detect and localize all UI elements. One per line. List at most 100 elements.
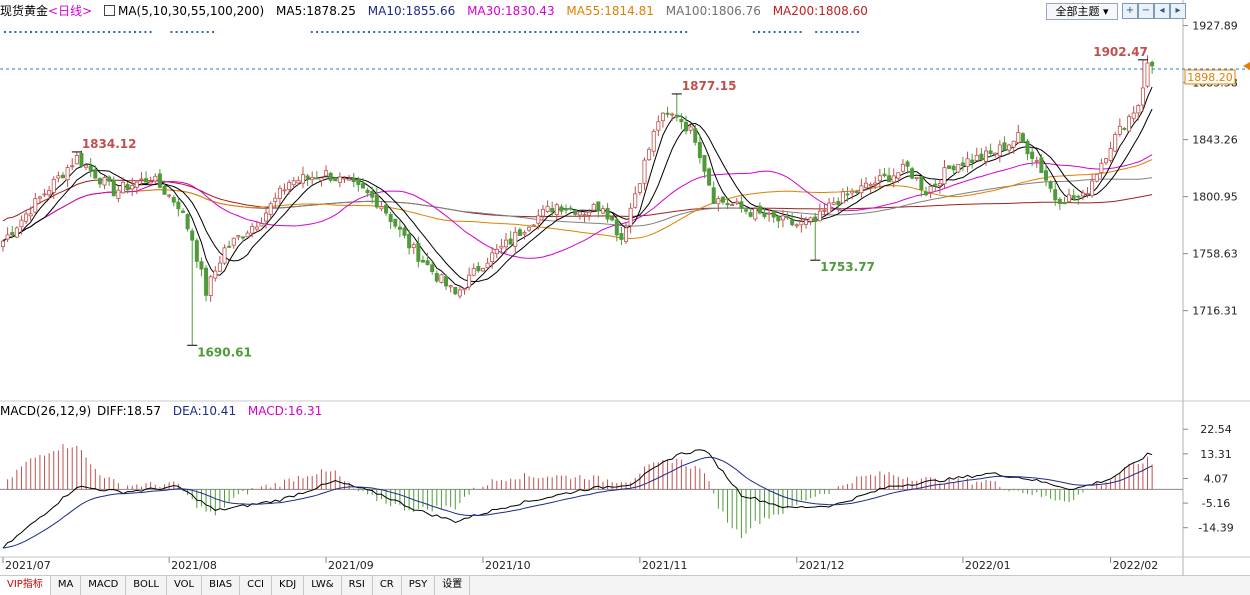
candle-body bbox=[905, 161, 910, 167]
candle-body bbox=[660, 112, 665, 122]
ma-checkbox-icon[interactable] bbox=[103, 5, 115, 16]
left-icon[interactable]: ◂ bbox=[1154, 3, 1170, 19]
x-tick-label: 2022/02 bbox=[1113, 559, 1159, 572]
candle-body bbox=[1090, 180, 1095, 197]
candle-body bbox=[47, 190, 52, 196]
candle-body bbox=[845, 193, 850, 196]
grid-dot bbox=[518, 31, 521, 33]
tab-1[interactable]: MA bbox=[51, 576, 82, 595]
grid-dot bbox=[45, 31, 48, 33]
candle-body bbox=[370, 191, 375, 198]
candle-body bbox=[144, 178, 149, 183]
grid-dot bbox=[102, 31, 105, 33]
candle-body bbox=[651, 130, 656, 152]
grid-dot bbox=[607, 31, 610, 33]
tab-5[interactable]: BIAS bbox=[202, 576, 241, 595]
candle-body bbox=[859, 185, 864, 194]
annotation-label: 1834.12 bbox=[82, 137, 137, 151]
candle-body bbox=[227, 245, 232, 248]
x-tick-label: 2022/01 bbox=[965, 559, 1011, 572]
candle-body bbox=[979, 153, 984, 160]
theme-select[interactable]: 全部主题 ▾ bbox=[1046, 3, 1118, 20]
candle-body bbox=[51, 178, 56, 193]
candle-body bbox=[457, 289, 462, 297]
grid-dot bbox=[321, 31, 324, 33]
candle-body bbox=[887, 175, 892, 183]
grid-dot bbox=[685, 31, 688, 33]
tab-11[interactable]: PSY bbox=[402, 576, 436, 595]
candle-body bbox=[231, 237, 236, 246]
tab-2[interactable]: MACD bbox=[81, 576, 127, 595]
candle-body bbox=[79, 152, 84, 167]
candle-body bbox=[204, 267, 209, 296]
grid-dot bbox=[76, 31, 79, 33]
candle-body bbox=[605, 207, 610, 220]
candle-body bbox=[970, 159, 975, 164]
candle-body bbox=[993, 152, 998, 155]
macd-tick-label: 13.31 bbox=[1200, 448, 1232, 461]
grid-dot bbox=[617, 31, 620, 33]
candle-body bbox=[1053, 189, 1058, 201]
candle-body bbox=[65, 167, 70, 181]
tab-6[interactable]: CCI bbox=[240, 576, 273, 595]
x-tick-label: 2021/09 bbox=[328, 559, 374, 572]
candle-body bbox=[624, 227, 629, 243]
ma200-line bbox=[2, 179, 1153, 222]
candle-body bbox=[891, 175, 896, 183]
macd-params[interactable]: MACD(26,12,9) bbox=[0, 404, 92, 418]
grid-dot bbox=[61, 31, 64, 33]
tab-0[interactable]: VIP指标 bbox=[0, 576, 51, 595]
grid-dot bbox=[789, 31, 792, 33]
tab-12[interactable]: 设置 bbox=[435, 576, 471, 595]
candle-body bbox=[1085, 193, 1090, 196]
candle-body bbox=[965, 158, 970, 167]
candle-body bbox=[831, 202, 836, 205]
ma-params[interactable]: MA(5,10,30,55,100,200) bbox=[103, 4, 264, 18]
tab-10[interactable]: CR bbox=[373, 576, 402, 595]
grid-dot bbox=[71, 31, 74, 33]
candle-body bbox=[1057, 198, 1062, 205]
grid-dot bbox=[430, 31, 433, 33]
grid-dot bbox=[456, 31, 459, 33]
candle-body bbox=[384, 204, 389, 214]
grid-dot bbox=[40, 31, 43, 33]
grid-dot bbox=[669, 31, 672, 33]
tab-8[interactable]: LW& bbox=[304, 576, 342, 595]
period-label[interactable]: <日线> bbox=[48, 4, 93, 18]
candle-body bbox=[771, 210, 776, 218]
grid-dot bbox=[144, 31, 147, 33]
candle-body bbox=[93, 169, 98, 179]
candle-body bbox=[1039, 157, 1044, 174]
grid-dot bbox=[113, 31, 116, 33]
candle-body bbox=[397, 226, 402, 230]
right-icon[interactable]: ▸ bbox=[1170, 3, 1186, 19]
grid-dot bbox=[201, 31, 204, 33]
candle-body bbox=[1136, 105, 1141, 114]
candle-body bbox=[356, 178, 361, 185]
candle-body bbox=[264, 212, 269, 222]
zoom-in-icon[interactable]: + bbox=[1122, 3, 1138, 19]
candle-body bbox=[711, 187, 716, 205]
tab-4[interactable]: VOL bbox=[167, 576, 203, 595]
grid-dot bbox=[581, 31, 584, 33]
tab-3[interactable]: BOLL bbox=[126, 576, 167, 595]
tab-7[interactable]: KDJ bbox=[272, 576, 305, 595]
candle-body bbox=[430, 264, 435, 272]
candle-body bbox=[693, 128, 698, 143]
candle-body bbox=[619, 233, 624, 240]
candle-body bbox=[480, 267, 485, 272]
candle-body bbox=[674, 114, 679, 118]
candle-body bbox=[111, 179, 116, 197]
grid-dot bbox=[659, 31, 662, 33]
candle-body bbox=[1011, 140, 1016, 148]
grid-dot bbox=[212, 31, 214, 33]
tab-9[interactable]: RSI bbox=[342, 576, 373, 595]
grid-dot bbox=[108, 31, 110, 33]
candle-body bbox=[379, 206, 384, 210]
grid-dot bbox=[14, 31, 17, 33]
candle-body bbox=[628, 207, 633, 226]
indicator-tabs: VIP指标 MA MACD BOLL VOL BIAS CCI KDJ LW& RSI CR PSY 设… bbox=[0, 575, 1250, 595]
candle-body bbox=[268, 203, 273, 215]
candle-body bbox=[1127, 116, 1132, 132]
zoom-out-icon[interactable]: − bbox=[1138, 3, 1154, 19]
